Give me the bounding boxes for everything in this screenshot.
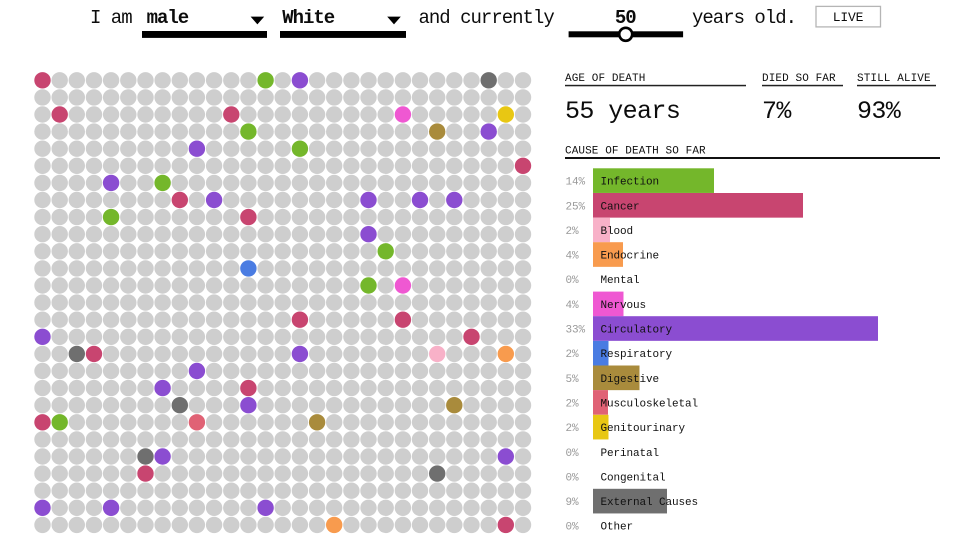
svg-text:4%: 4% (566, 300, 580, 312)
svg-text:I am: I am (90, 7, 132, 29)
svg-text:Genitourinary: Genitourinary (601, 423, 686, 435)
svg-text:Endocrine: Endocrine (601, 251, 660, 263)
svg-text:and currently: and currently (419, 7, 555, 29)
svg-text:25%: 25% (566, 201, 586, 213)
svg-text:55 years: 55 years (565, 97, 680, 126)
svg-text:2%: 2% (566, 349, 580, 361)
svg-text:Perinatal: Perinatal (601, 448, 660, 460)
svg-text:years old.: years old. (692, 7, 796, 29)
svg-text:White: White (282, 7, 335, 29)
svg-text:Congenital: Congenital (601, 472, 666, 484)
svg-text:4%: 4% (566, 251, 580, 263)
svg-text:50: 50 (615, 7, 636, 29)
svg-text:2%: 2% (566, 399, 580, 411)
svg-text:9%: 9% (566, 497, 580, 509)
svg-text:2%: 2% (566, 423, 580, 435)
svg-text:Mental: Mental (601, 275, 640, 287)
svg-text:0%: 0% (566, 275, 580, 287)
svg-text:Other: Other (601, 522, 634, 534)
svg-text:33%: 33% (566, 325, 586, 337)
svg-text:7%: 7% (762, 97, 792, 126)
svg-text:14%: 14% (566, 177, 586, 189)
svg-text:Musculoskeletal: Musculoskeletal (601, 399, 699, 411)
svg-text:STILL ALIVE: STILL ALIVE (857, 73, 931, 85)
svg-text:Digestive: Digestive (601, 374, 660, 386)
svg-text:CAUSE OF DEATH SO FAR: CAUSE OF DEATH SO FAR (565, 146, 706, 158)
svg-text:LIVE: LIVE (833, 10, 864, 25)
svg-text:Blood: Blood (601, 226, 634, 238)
svg-text:Circulatory: Circulatory (601, 325, 673, 337)
svg-text:Cancer: Cancer (601, 201, 640, 213)
svg-text:0%: 0% (566, 522, 580, 534)
svg-text:AGE OF DEATH: AGE OF DEATH (565, 73, 645, 85)
svg-text:External Causes: External Causes (601, 497, 699, 509)
svg-text:male: male (147, 7, 189, 29)
svg-text:DIED SO FAR: DIED SO FAR (762, 73, 836, 85)
svg-text:5%: 5% (566, 374, 580, 386)
svg-text:2%: 2% (566, 226, 580, 238)
svg-text:Nervous: Nervous (601, 300, 647, 312)
svg-text:Infection: Infection (601, 177, 660, 189)
svg-text:93%: 93% (857, 97, 902, 126)
svg-text:Respiratory: Respiratory (601, 349, 673, 361)
svg-text:0%: 0% (566, 472, 580, 484)
svg-text:0%: 0% (566, 448, 580, 460)
